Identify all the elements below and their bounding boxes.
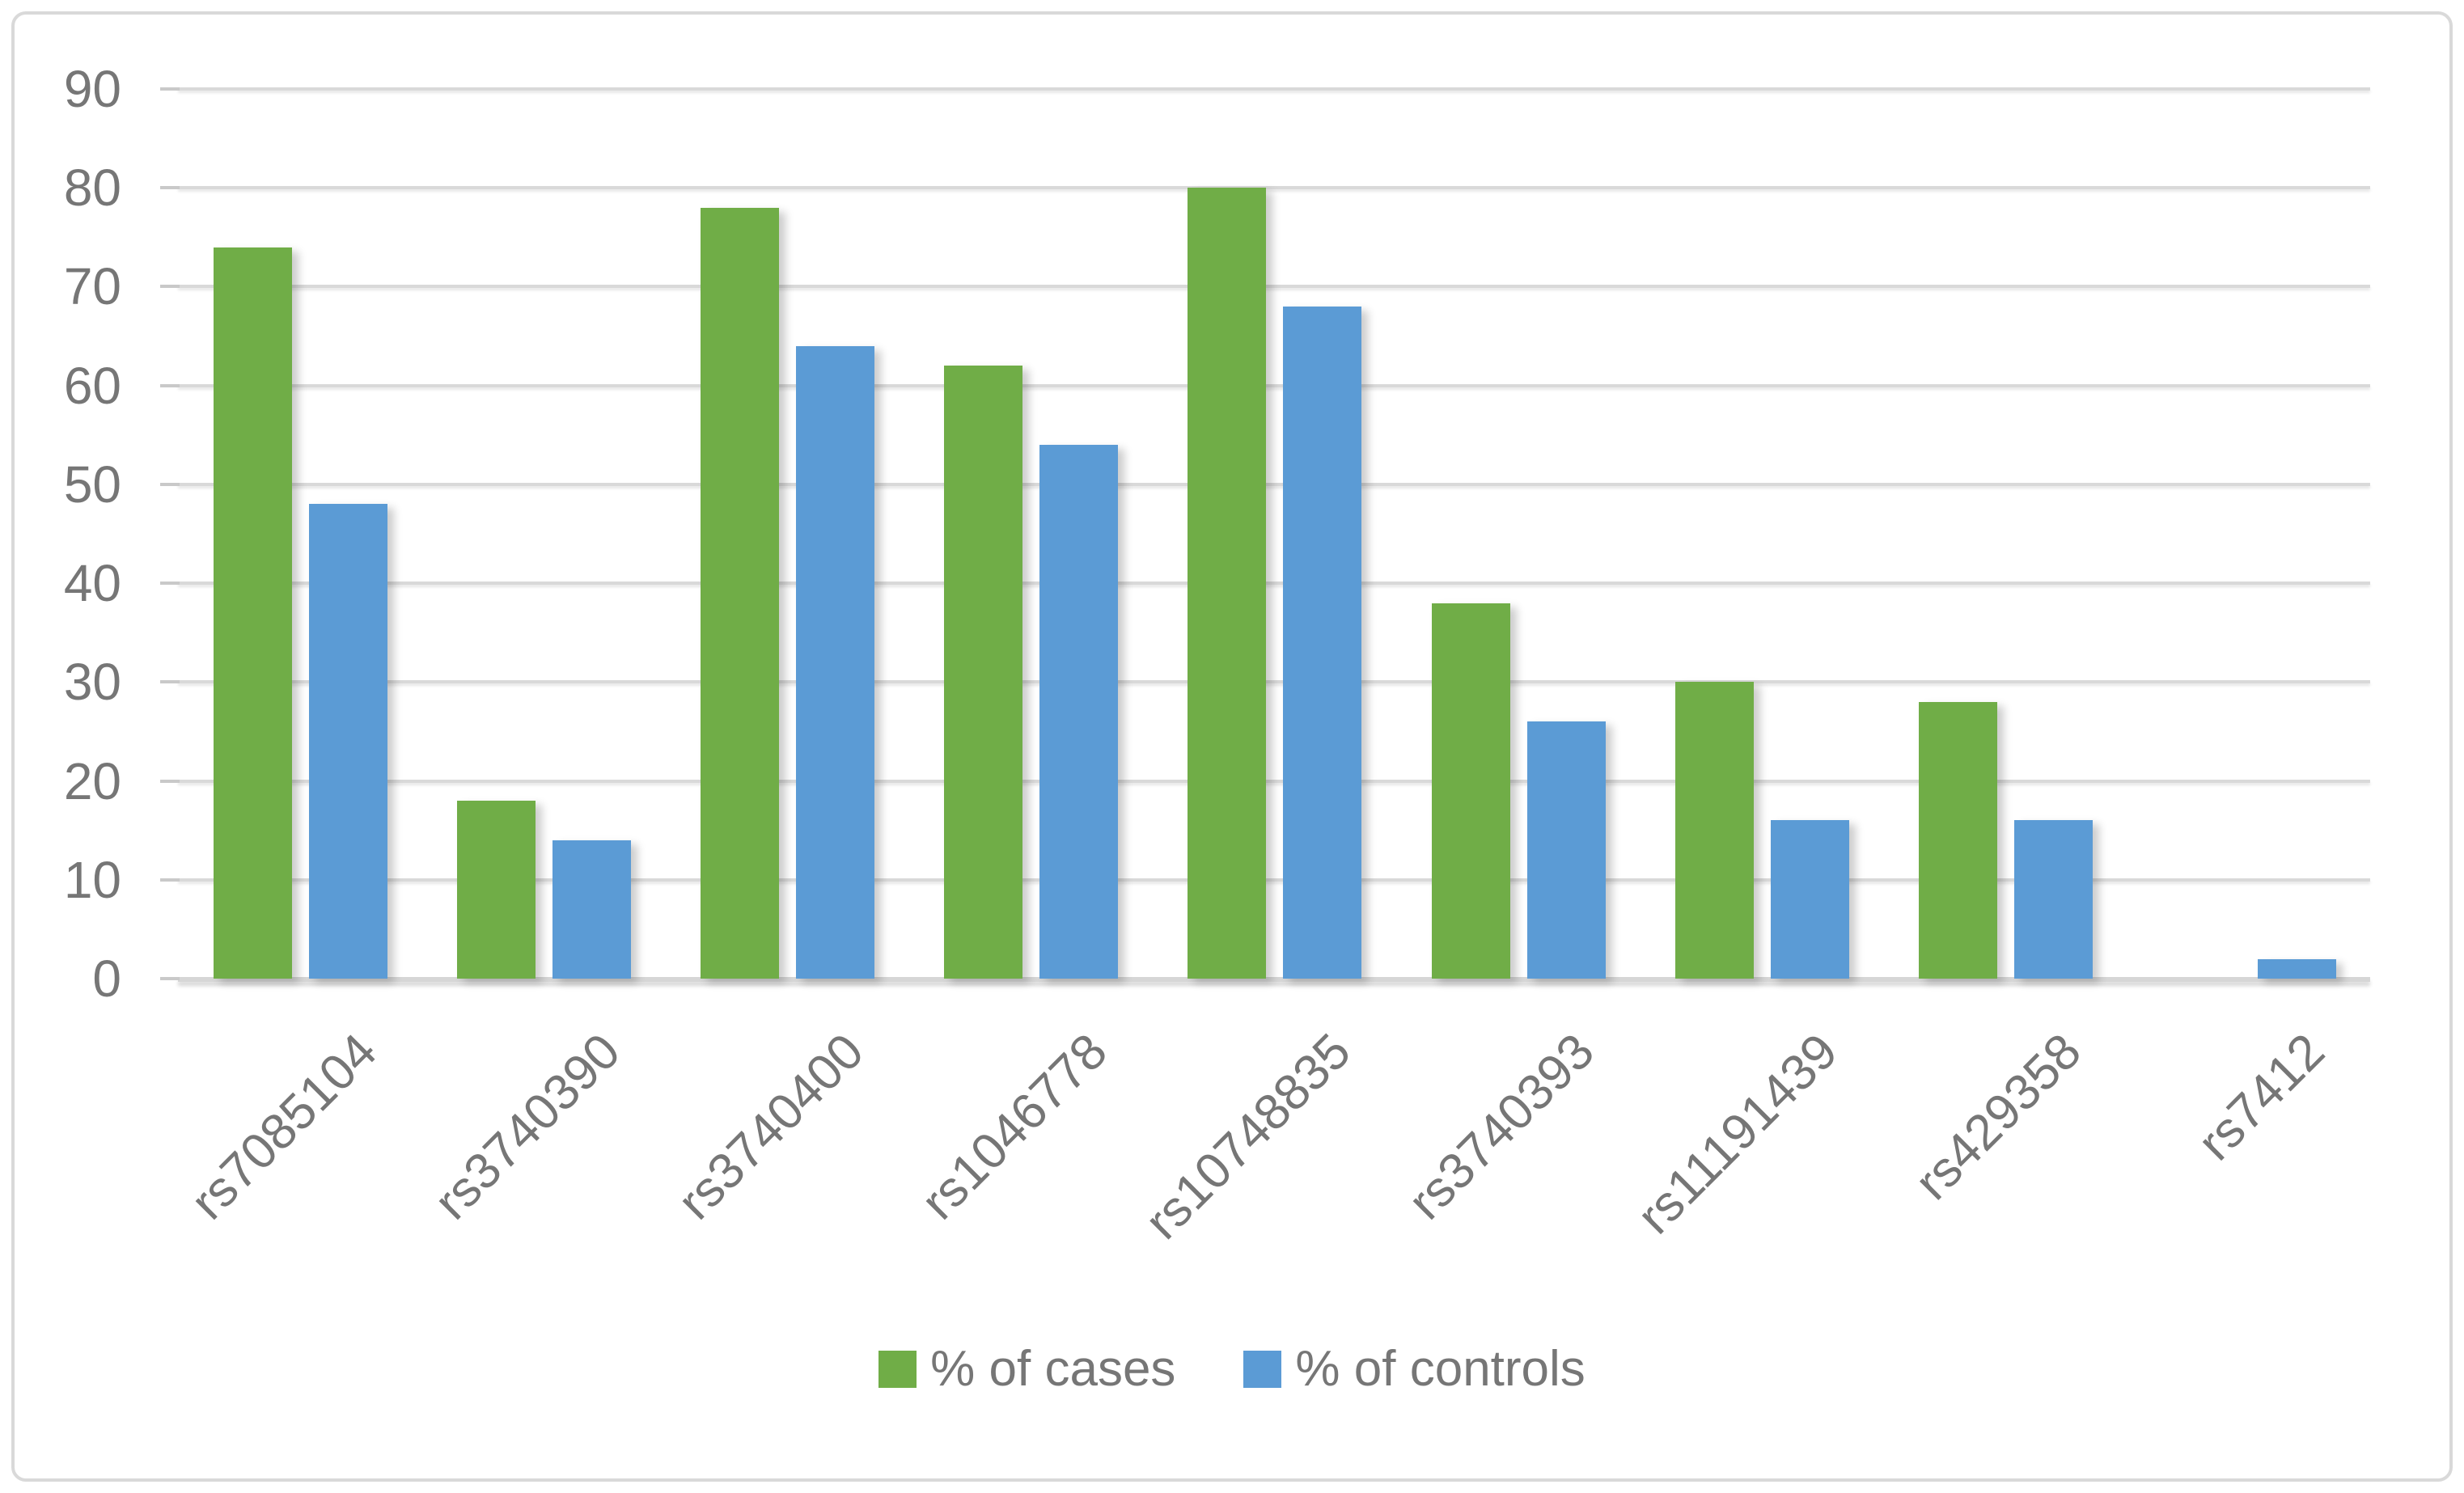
bar-cases-rs11191439	[1674, 682, 1754, 979]
gridline	[178, 285, 2370, 289]
bar-controls-rs7085104	[309, 504, 387, 979]
gridline	[178, 680, 2370, 684]
bar-cases-rs3740390	[457, 801, 536, 979]
y-axis-tick	[160, 383, 180, 387]
gridline	[178, 878, 2370, 882]
y-axis-label: 40	[63, 554, 121, 613]
x-axis-label: rs10748835	[1134, 1023, 1361, 1250]
y-axis-tick	[160, 285, 180, 289]
y-axis-label: 60	[63, 356, 121, 415]
bar-controls-rs429358	[2013, 820, 2093, 979]
gridline	[178, 87, 2370, 91]
y-axis-label: 70	[63, 257, 121, 316]
y-axis-tick	[160, 878, 180, 882]
bar-cases-rs3740400	[701, 207, 780, 979]
controls-series-label: % of controls	[1295, 1341, 1586, 1397]
bar-controls-rs3740390	[552, 840, 632, 979]
y-axis-tick	[160, 582, 180, 586]
gridline	[178, 383, 2370, 387]
y-axis-label: 10	[63, 850, 121, 909]
bar-controls-rs10748835	[1283, 306, 1362, 979]
y-axis-label: 80	[63, 159, 121, 218]
y-axis-label: 20	[63, 751, 121, 810]
y-axis-label: 50	[63, 455, 121, 514]
bar-controls-rs1046778	[1039, 445, 1119, 979]
x-axis-label: rs7085104	[180, 1023, 387, 1231]
x-axis-label: rs3740390	[423, 1023, 631, 1231]
gridline	[178, 186, 2370, 190]
x-axis-label: rs3740400	[667, 1023, 874, 1231]
x-axis-label: rs1046778	[910, 1023, 1118, 1231]
bar-controls-rs7412	[2257, 958, 2336, 979]
y-axis-tick	[160, 87, 180, 91]
x-axis-label: rs3740393	[1398, 1023, 1606, 1231]
cases-series-swatch	[878, 1351, 917, 1388]
bar-cases-rs10748835	[1188, 188, 1267, 979]
bar-cases-rs1046778	[944, 366, 1023, 979]
legend-item-controls: % of controls	[1243, 1341, 1586, 1397]
y-axis-tick	[160, 482, 180, 486]
gridline	[178, 482, 2370, 486]
cases-series-label: % of cases	[930, 1341, 1176, 1397]
legend-item-cases: % of cases	[878, 1344, 1175, 1394]
bar-cases-rs7085104	[214, 247, 292, 979]
bar-controls-rs3740400	[796, 345, 875, 979]
y-axis-label: 0	[92, 950, 121, 1008]
controls-series-swatch	[1243, 1351, 1282, 1388]
x-axis-label: rs429358	[1904, 1023, 2093, 1211]
y-axis-label: 30	[63, 653, 121, 712]
y-axis-tick	[160, 680, 180, 684]
x-axis-label: rs11191439	[1627, 1023, 1849, 1246]
bar-controls-rs3740393	[1526, 721, 1606, 979]
bar-cases-rs429358	[1918, 701, 1997, 979]
gridline	[178, 582, 2370, 586]
gridline	[178, 779, 2370, 783]
y-axis-label: 90	[63, 60, 121, 118]
y-axis-tick	[160, 779, 180, 783]
x-axis-label: rs7412	[2187, 1023, 2336, 1172]
x-axis-line	[178, 977, 2370, 982]
chart-legend: % of cases % of controls	[0, 1344, 2464, 1394]
y-axis-tick	[160, 186, 180, 190]
y-axis-tick	[160, 977, 180, 980]
bar-cases-rs3740393	[1431, 603, 1510, 979]
bar-controls-rs11191439	[1770, 820, 1849, 979]
